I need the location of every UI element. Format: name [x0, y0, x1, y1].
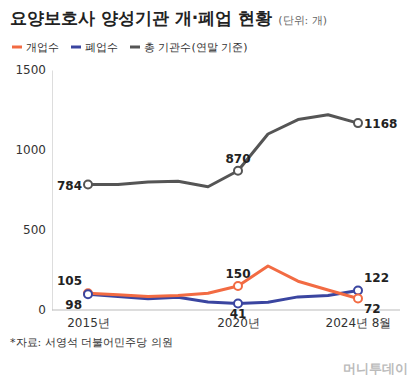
point-marker: [354, 294, 362, 302]
y-tick-label: 1000: [15, 143, 46, 157]
x-axis-line: [52, 310, 400, 311]
point-marker: [84, 181, 92, 189]
series-line: [88, 115, 358, 187]
x-tick: 2024년 8월: [326, 310, 392, 330]
point-marker: [84, 290, 92, 298]
chart: 요양보호사 양성기관 개·폐업 현황 (단위: 개) 개업수 폐업수 총 기관수(연말 …: [0, 0, 420, 384]
series-line: [88, 290, 358, 303]
data-label: 122: [364, 271, 389, 285]
series-line: [88, 266, 358, 298]
data-label: 105: [57, 274, 82, 288]
y-axis-line: [52, 71, 53, 311]
y-tick: 1500: [15, 63, 52, 77]
legend-swatch: [12, 46, 22, 49]
legend-swatch: [130, 46, 140, 49]
data-label: 98: [65, 298, 82, 312]
credit: 머니투데이: [343, 361, 408, 376]
y-tick: 0: [38, 303, 52, 317]
point-marker: [234, 299, 242, 307]
legend-swatch: [71, 46, 81, 49]
legend-label: 개업수: [26, 41, 59, 54]
data-label: 784: [57, 179, 82, 193]
point-marker: [234, 282, 242, 290]
point-marker: [234, 167, 242, 175]
y-tick: 1000: [15, 143, 52, 157]
x-tick-label: 2015년: [67, 316, 110, 330]
annotations: 784 870 1168 105 98 150 41 122 72: [57, 117, 397, 321]
data-label: 870: [225, 152, 250, 166]
data-label: 150: [225, 267, 250, 281]
point-marker: [354, 119, 362, 127]
y-tick: 500: [23, 223, 52, 237]
y-tick-label: 500: [23, 223, 46, 237]
y-axis: 0 500 1000 1500: [15, 63, 52, 317]
plot-area: [84, 115, 362, 308]
legend: 개업수 폐업수 총 기관수(연말 기준): [12, 41, 248, 54]
source: *자료: 서영석 더불어민주당 의원: [10, 336, 173, 349]
data-label: 1168: [364, 117, 397, 131]
point-marker: [354, 286, 362, 294]
y-tick-label: 0: [38, 303, 46, 317]
data-label: 72: [364, 302, 381, 316]
subtitle: (단위: 개): [278, 14, 327, 27]
legend-label: 폐업수: [85, 41, 118, 54]
data-label: 41: [230, 307, 247, 321]
x-tick: 2015년: [67, 310, 110, 330]
title: 요양보호사 양성기관 개·폐업 현황: [10, 8, 272, 28]
legend-label: 총 기관수(연말 기준): [144, 41, 248, 54]
x-axis: 2015년2020년2024년 8월: [52, 310, 400, 330]
y-tick-label: 1500: [15, 63, 46, 77]
x-tick-label: 2024년 8월: [326, 316, 392, 330]
